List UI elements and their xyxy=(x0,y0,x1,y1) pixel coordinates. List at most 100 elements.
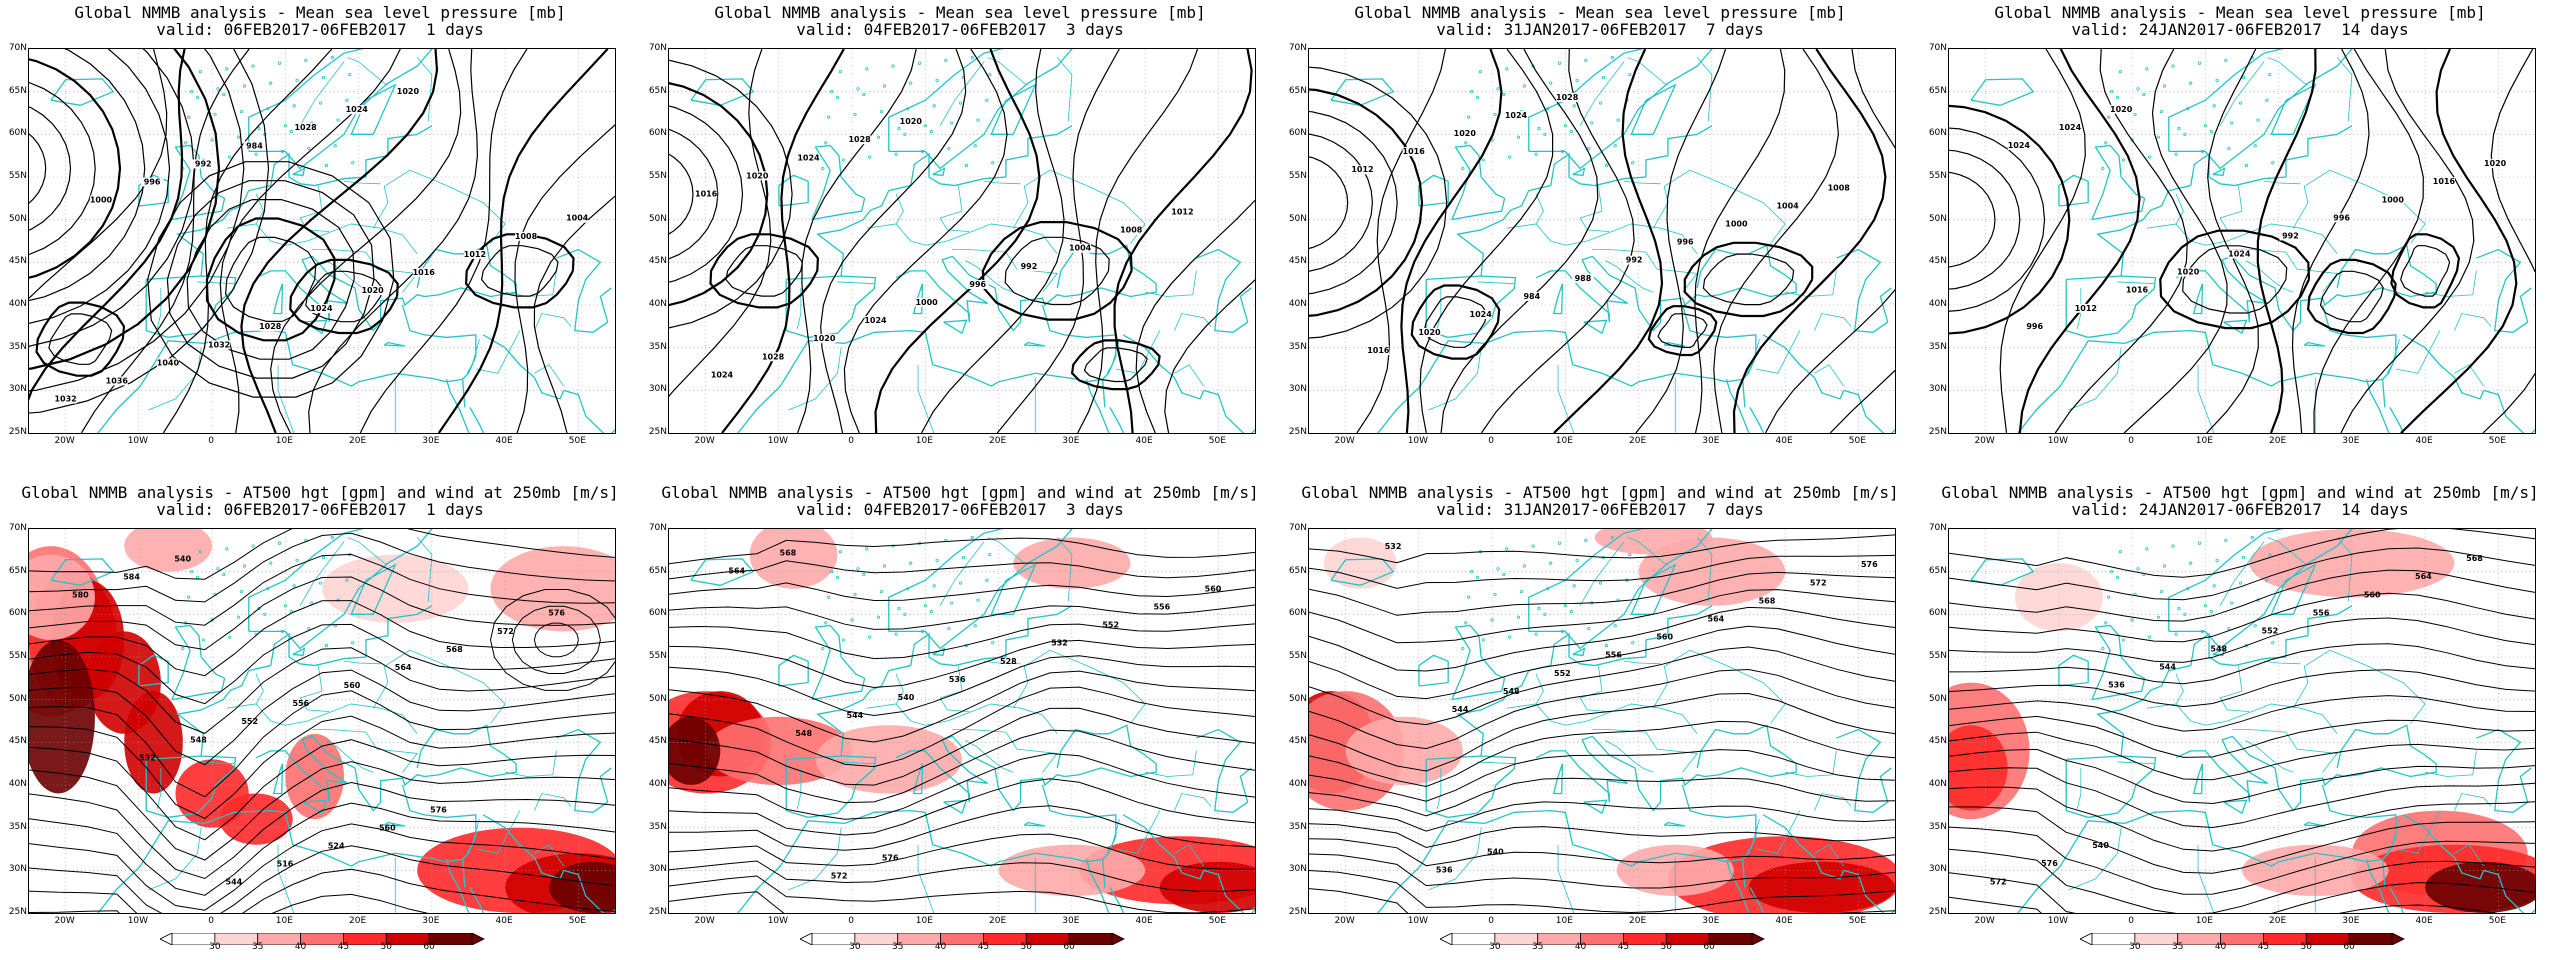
contour-label: 532 xyxy=(1385,542,1402,551)
lon-label: 10E xyxy=(915,916,933,926)
contour-label: 556 xyxy=(2313,608,2330,617)
lon-label: 20E xyxy=(2269,916,2287,926)
lon-label: 10W xyxy=(767,436,789,446)
lon-label: 20W xyxy=(1974,436,1995,446)
lon-label: 40E xyxy=(1135,436,1153,446)
contour-label: 1020 xyxy=(361,286,384,295)
contour-label: 1020 xyxy=(746,171,769,180)
contour-labels: 536 544 548 552 556 560 564 568 572 576 540 xyxy=(1990,554,2483,886)
contour-lines xyxy=(1309,49,1895,433)
lat-label: 55N xyxy=(1928,171,1947,181)
lat-label: 60N xyxy=(1928,128,1947,139)
wind-colorbar xyxy=(799,930,1140,949)
map-svg: 548 544 540 536 528 532 552 556 560 564 568 572 576 xyxy=(669,529,1255,913)
contour-label: 1020 xyxy=(900,117,923,126)
contour-label: 576 xyxy=(882,853,899,862)
colorbar-label: 35 xyxy=(891,942,904,952)
contour-label: 560 xyxy=(1205,584,1222,593)
colorbar-label: 40 xyxy=(934,942,947,952)
lat-label: 30N xyxy=(8,384,27,395)
lon-label: 10W xyxy=(767,916,789,926)
contour-label: 548 xyxy=(1503,687,1520,696)
colorbar-label: 50 xyxy=(1020,942,1032,952)
contour-label: 576 xyxy=(430,805,447,814)
map-svg: 996 1012 1016 1020 1024 992 996 1000 1016 1020 102… xyxy=(1949,49,2535,433)
lon-label: 0 xyxy=(848,436,854,446)
lat-label: 35N xyxy=(1288,341,1307,352)
colorbar-label: 35 xyxy=(1531,942,1544,952)
lat-label: 65N xyxy=(8,565,27,576)
lon-label: 40E xyxy=(1775,916,1793,926)
panel-title: Global NMMB analysis - AT500 hgt [gpm] a… xyxy=(1941,483,2539,502)
contour-label: 1012 xyxy=(1171,208,1193,217)
coastlines xyxy=(50,49,615,433)
contour-label: 1016 xyxy=(413,268,436,277)
lat-label: 55N xyxy=(8,651,27,661)
lon-label: 50E xyxy=(2488,436,2506,446)
lon-label: 20W xyxy=(54,916,75,926)
lat-label: 25N xyxy=(8,907,27,917)
map-area: 536 544 548 552 556 560 564 568 572 576 540 xyxy=(1948,528,2536,914)
lon-label: 30E xyxy=(2342,436,2360,446)
colorbar-label: 60 xyxy=(1703,942,1715,952)
contour-label: 1000 xyxy=(915,298,938,307)
contour-label: 564 xyxy=(728,566,745,575)
lat-label: 30N xyxy=(1928,864,1947,875)
contour-label: 564 xyxy=(2415,572,2432,581)
z500-field: 544 548 552 556 560 564 568 572 576 532 536 540 xyxy=(1309,529,1895,913)
map-svg: 536 544 548 552 556 560 564 568 572 576 540 xyxy=(1949,529,2535,913)
contour-label: 556 xyxy=(1605,651,1622,660)
borders xyxy=(788,57,1212,433)
lon-label: 50E xyxy=(568,436,586,446)
lon-label: 10W xyxy=(1407,916,1429,926)
panel-valid-period: valid: 06FEB2017-06FEB2017 1 days xyxy=(156,500,484,519)
lon-label: 20E xyxy=(349,436,367,446)
lat-label: 45N xyxy=(1288,736,1307,747)
lat-label: 40N xyxy=(8,299,27,309)
map-svg: 544 548 552 556 560 564 568 572 576 532 536 540 xyxy=(1309,529,1895,913)
lon-label: 0 xyxy=(848,916,854,926)
lon-label: 30E xyxy=(422,916,440,926)
contour-label: 540 xyxy=(1487,847,1504,856)
contour-label: 1004 xyxy=(566,214,589,223)
lat-label: 45N xyxy=(648,736,667,747)
map-svg: 1024 1028 1020 1024 1000 996 992 1004 1008 1012 10… xyxy=(669,49,1255,433)
lon-label: 40E xyxy=(495,916,513,926)
colorbar-label: 50 xyxy=(2300,942,2312,952)
lat-label: 65N xyxy=(648,85,667,96)
lat-label: 50N xyxy=(1928,693,1947,704)
contour-label: 560 xyxy=(2364,590,2381,599)
lat-label: 55N xyxy=(1288,171,1307,181)
borders xyxy=(1428,57,1852,433)
contour-label: 996 xyxy=(144,178,161,187)
lon-label: 20E xyxy=(1629,436,1647,446)
contour-label: 1016 xyxy=(1367,346,1390,355)
lat-label: 55N xyxy=(648,171,667,181)
lon-label: 0 xyxy=(1488,436,1494,446)
mslp-field: 1024 1028 1020 1024 1000 996 992 1004 1008 1012 10… xyxy=(669,49,1255,433)
colorbar-label: 60 xyxy=(423,942,435,952)
z500-panel-4: Global NMMB analysis - AT500 hgt [gpm] a… xyxy=(1920,480,2560,960)
lat-label: 40N xyxy=(1288,299,1307,309)
lon-label: 0 xyxy=(208,436,214,446)
colorbar-label: 50 xyxy=(380,942,392,952)
contour-label: 1024 xyxy=(797,153,820,162)
lat-label: 30N xyxy=(1288,384,1307,395)
lat-label: 60N xyxy=(1288,128,1307,139)
lon-label: 30E xyxy=(1702,916,1720,926)
lat-label: 25N xyxy=(1928,427,1947,437)
lat-label: 30N xyxy=(648,864,667,875)
lat-label: 50N xyxy=(1928,213,1947,224)
contour-labels: 996 1012 1016 1020 1024 992 996 1000 1016 1020 102… xyxy=(2008,104,2507,331)
panel-title: Global NMMB analysis - Mean sea level pr… xyxy=(1354,3,1846,22)
contour-label: 996 xyxy=(1677,238,1694,247)
lat-label: 40N xyxy=(8,779,27,789)
contour-label: 572 xyxy=(831,872,848,881)
contour-label: 1008 xyxy=(1828,183,1851,192)
lon-label: 20W xyxy=(694,436,715,446)
contour-label: 540 xyxy=(174,554,191,563)
coastlines xyxy=(690,529,1255,913)
coastlines xyxy=(1970,49,2535,433)
contour-label: 1016 xyxy=(695,189,718,198)
lat-label: 25N xyxy=(8,427,27,437)
